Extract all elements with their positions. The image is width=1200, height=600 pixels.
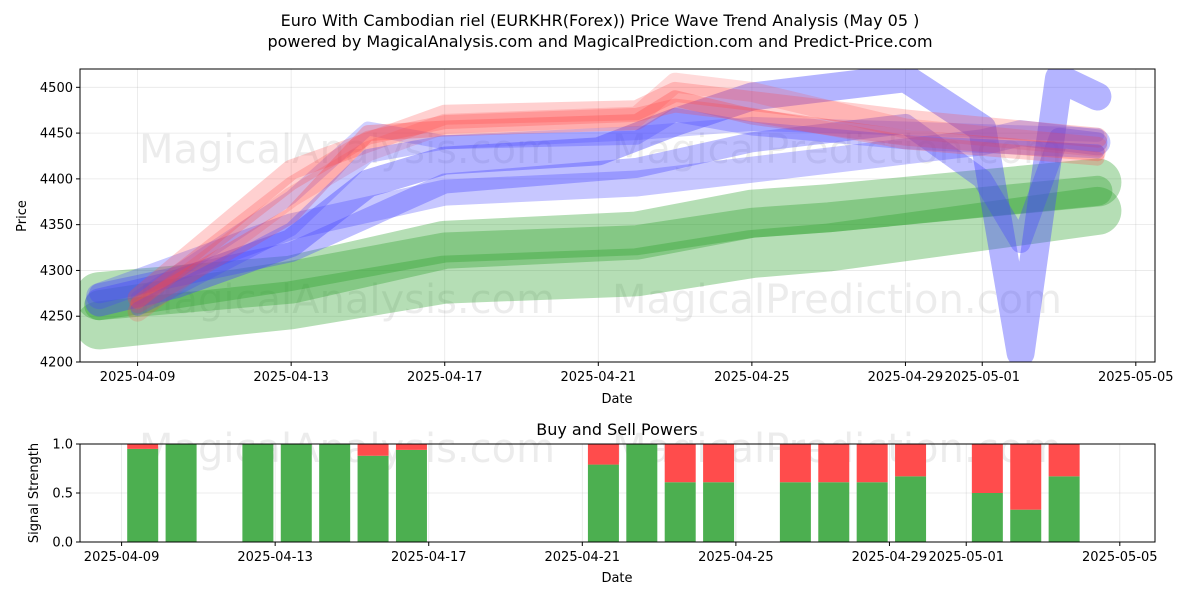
signal-x-tick-label: 2025-04-21 (545, 550, 621, 565)
buy-bar (357, 455, 389, 542)
watermark-analysis-top: MagicalAnalysis.com (139, 127, 555, 173)
sell-bar (127, 444, 159, 449)
signal-panel: Buy and Sell Powers MagicalAnalysis.com … (27, 420, 1158, 586)
sell-bar (587, 444, 619, 465)
signal-title: Buy and Sell Powers (536, 420, 698, 439)
wave-band-green-0 (80, 158, 1122, 321)
sell-bar (856, 444, 888, 483)
price-x-tick-label: 2025-04-17 (407, 370, 483, 385)
signal-x-label: Date (601, 571, 632, 586)
buy-bar (779, 482, 811, 542)
signal-bars (127, 444, 1080, 542)
price-y-tick-label: 4200 (40, 356, 73, 371)
price-y-tick-label: 4250 (40, 310, 73, 325)
buy-bar (242, 444, 274, 542)
buy-bar (165, 444, 197, 542)
signal-x-tick-label: 2025-05-05 (1082, 550, 1158, 565)
sell-bar (971, 444, 1003, 493)
price-grid (80, 69, 1155, 363)
watermark-prediction-top: MagicalPrediction.com (612, 127, 1062, 173)
buy-bar (319, 444, 351, 542)
price-axes-frame (79, 68, 1156, 363)
buy-bar (587, 464, 619, 542)
price-x-tick-label: 2025-04-09 (100, 370, 176, 385)
sell-bar (818, 444, 850, 483)
chart-title: Euro With Cambodian riel (EURKHR(Forex))… (281, 11, 920, 30)
wave-bands (80, 69, 1122, 362)
signal-x-tick-label: 2025-04-13 (237, 550, 313, 565)
buy-bar (664, 482, 696, 542)
price-y-label: Price (15, 200, 30, 232)
sell-bar (895, 444, 927, 477)
signal-x-tick-label: 2025-05-01 (928, 550, 1004, 565)
chart-subtitle: powered by MagicalAnalysis.com and Magic… (267, 32, 932, 51)
wave-band-blue-3 (86, 120, 1111, 310)
signal-y-tick-label: 0.0 (52, 536, 73, 551)
price-x-tick-label: 2025-05-01 (944, 370, 1020, 385)
wave-band-blue-10 (130, 107, 1105, 316)
buy-bar (856, 482, 888, 542)
sell-bar (703, 444, 735, 483)
signal-y-label: Signal Strength (27, 443, 42, 543)
signal-x-tick-label: 2025-04-25 (698, 550, 774, 565)
buy-bar (971, 493, 1003, 542)
wave-band-blue-4 (89, 113, 1108, 304)
sell-bar (1010, 444, 1042, 510)
price-x-label: Date (601, 392, 632, 407)
sell-bar (357, 444, 389, 456)
wave-band-blue-6 (130, 116, 1105, 305)
wave-band-green-1 (80, 186, 1122, 350)
price-x-tick-label: 2025-04-21 (561, 370, 637, 385)
buy-bar (280, 444, 312, 542)
buy-bar (1048, 476, 1080, 542)
price-panel: MagicalAnalysis.com MagicalPrediction.co… (15, 68, 1174, 407)
buy-bar (395, 449, 427, 542)
wave-band-red-8 (127, 72, 1108, 322)
price-y-tick-label: 4500 (40, 81, 73, 96)
price-y-tick-label: 4400 (40, 172, 73, 187)
price-y-tick-label: 4450 (40, 127, 73, 142)
price-y-tick-label: 4300 (40, 264, 73, 279)
buy-bar (127, 448, 159, 542)
buy-bar (626, 444, 658, 542)
buy-bar (1010, 509, 1042, 542)
watermark-prediction-bottom: MagicalPrediction.com (612, 277, 1062, 323)
signal-x-tick-label: 2025-04-17 (391, 550, 467, 565)
price-x-tick-label: 2025-04-29 (868, 370, 944, 385)
wave-band-red-9 (129, 90, 1106, 314)
signal-x-ticks: 2025-04-09 2025-04-13 2025-04-17 2025-04-21… (84, 542, 1158, 565)
price-y-ticks: 4200 4250 4300 4350 4400 4450 4500 (40, 81, 80, 371)
signal-x-tick-label: 2025-04-09 (84, 550, 160, 565)
buy-bar (703, 482, 735, 542)
price-x-ticks: 2025-04-09 2025-04-13 2025-04-17 2025-04-21… (100, 362, 1174, 385)
wave-band-green-2 (84, 175, 1113, 321)
signal-y-tick-label: 0.5 (52, 487, 73, 502)
sell-bar (1048, 444, 1080, 477)
sell-bar (664, 444, 696, 483)
signal-y-tick-label: 1.0 (52, 438, 73, 453)
watermark-analysis-bottom: MagicalAnalysis.com (139, 277, 555, 323)
buy-bar (818, 482, 850, 542)
wave-band-blue-5 (85, 69, 1112, 362)
price-y-tick-label: 4350 (40, 218, 73, 233)
signal-x-tick-label: 2025-04-29 (852, 550, 928, 565)
signal-y-ticks: 0.0 0.5 1.0 (52, 438, 80, 551)
wave-band-red-11 (130, 98, 1105, 310)
price-x-tick-label: 2025-05-05 (1098, 370, 1174, 385)
price-x-tick-label: 2025-04-13 (253, 370, 329, 385)
sell-bar (395, 444, 427, 450)
sell-bar (779, 444, 811, 483)
price-x-tick-label: 2025-04-25 (714, 370, 790, 385)
wave-band-red-7 (127, 81, 1108, 308)
buy-bar (895, 476, 927, 542)
